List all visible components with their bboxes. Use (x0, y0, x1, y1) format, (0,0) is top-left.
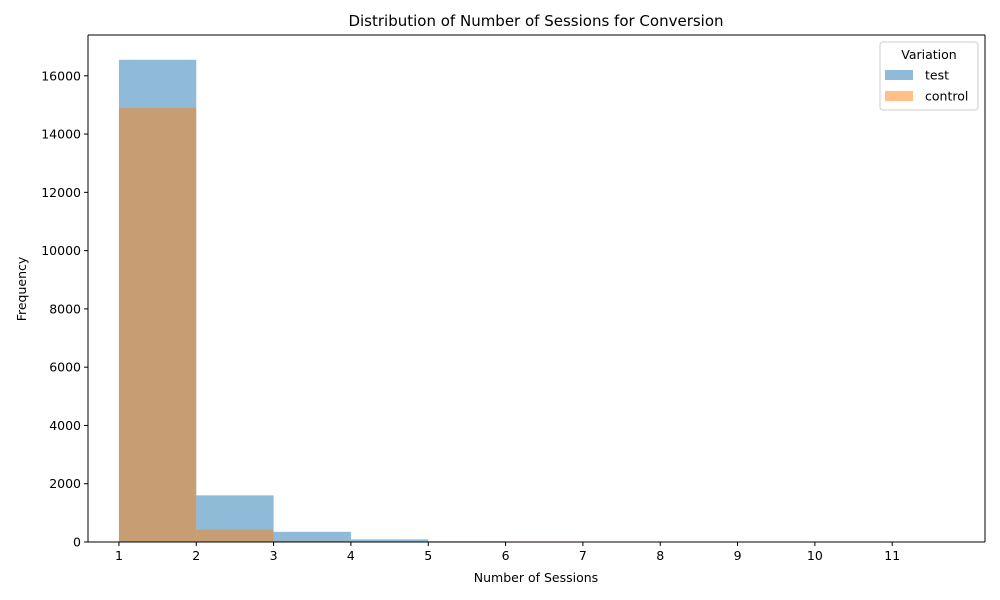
legend-label-test: test (925, 68, 949, 83)
x-tick-label: 2 (192, 548, 200, 563)
y-tick-label: 8000 (49, 301, 81, 316)
x-tick-label: 7 (579, 548, 587, 563)
x-tick-label: 8 (656, 548, 664, 563)
y-axis-title: Frequency (14, 256, 29, 321)
plot-background (88, 35, 985, 542)
x-tick-label: 1 (115, 548, 123, 563)
axes: 1 2 3 4 5 6 7 8 9 10 11 0 2000 4000 6000 8000 10000 12000… (41, 34, 986, 563)
x-axis-title: Number of Sessions (474, 570, 598, 585)
x-tick-label: 3 (270, 548, 278, 563)
bar-control (196, 529, 274, 542)
legend-swatch-control (885, 91, 913, 101)
y-tick-label: 12000 (41, 185, 81, 200)
bars (118, 59, 738, 543)
series-control (118, 107, 583, 543)
y-tick-label: 10000 (41, 243, 81, 258)
y-tick-label: 0 (73, 535, 81, 550)
x-tick-label: 9 (734, 548, 742, 563)
bar-test (273, 531, 351, 542)
y-tick-label: 16000 (41, 68, 81, 83)
x-tick-label: 4 (347, 548, 355, 563)
y-tick-label: 4000 (49, 418, 81, 433)
x-tick-label: 6 (502, 548, 510, 563)
legend-title: Variation (901, 47, 956, 62)
legend-swatch-test (885, 70, 913, 80)
bar-test (350, 539, 429, 542)
bar-control (273, 540, 351, 542)
chart-title: Distribution of Number of Sessions for C… (348, 12, 723, 30)
bar-control (118, 107, 197, 543)
x-tick-label: 10 (807, 548, 823, 563)
x-tick-label: 5 (424, 548, 432, 563)
legend-label-control: control (925, 89, 968, 104)
y-tick-label: 14000 (41, 127, 81, 142)
x-tick-label: 11 (884, 548, 900, 563)
plot-area (88, 35, 985, 542)
y-tick-label: 2000 (49, 476, 81, 491)
y-tick-label: 6000 (49, 360, 81, 375)
legend: Variation test control (879, 41, 979, 111)
